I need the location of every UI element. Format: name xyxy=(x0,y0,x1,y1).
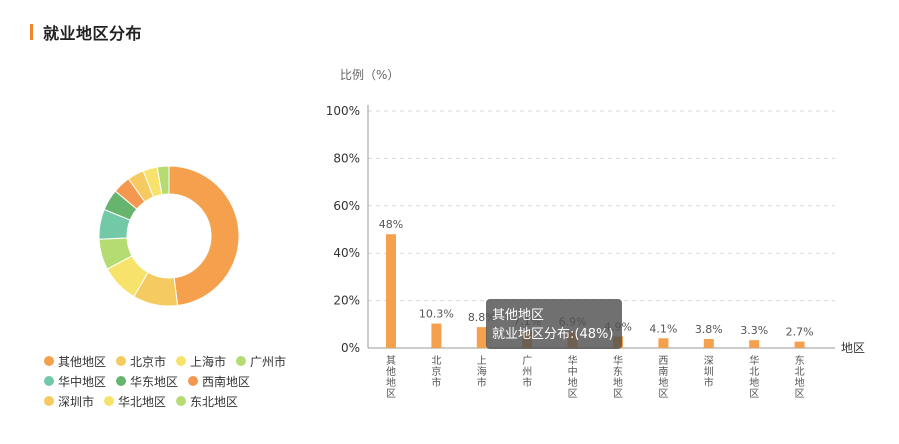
x-tick-label: 其他地区 xyxy=(386,355,396,400)
y-tick-label: 0% xyxy=(341,341,360,355)
legend-swatch xyxy=(236,356,247,366)
x-tick-label: 华东地区 xyxy=(613,354,623,400)
section-header: 就业地区分布 xyxy=(30,22,143,43)
bar[interactable] xyxy=(431,323,442,348)
title-accent-bar xyxy=(30,24,33,40)
legend-row: 华中地区 华东地区 西南地区 xyxy=(44,371,334,391)
legend-swatch xyxy=(44,396,54,406)
y-tick-label: 100% xyxy=(326,104,360,118)
legend-swatch xyxy=(176,396,187,406)
donut-legend: 其他地区 北京市 上海市 广州市华中地区 华东地区 西南地区深圳市 华北地区 东北地区 xyxy=(44,351,334,411)
legend-item[interactable]: 深圳市 xyxy=(44,393,94,410)
bar[interactable] xyxy=(658,338,669,348)
legend-item[interactable]: 其他地区 xyxy=(44,353,106,370)
x-tick-label: 东北地区 xyxy=(795,354,805,400)
x-tick-label: 上海市 xyxy=(477,355,487,389)
legend-label: 西南地区 xyxy=(202,374,251,389)
x-tick-label: 华中地区 xyxy=(568,354,578,400)
legend-item[interactable]: 北京市 xyxy=(116,353,166,370)
x-tick-label: 深圳市 xyxy=(704,355,714,389)
tooltip-value: 就业地区分布:(48%) xyxy=(492,327,614,342)
y-tick-label: 80% xyxy=(333,151,360,165)
legend-swatch xyxy=(176,356,187,366)
legend-item[interactable]: 广州市 xyxy=(236,353,286,370)
page-title: 就业地区分布 xyxy=(43,24,143,43)
x-tick-label: 广州市 xyxy=(522,355,532,389)
bar-data-label: 10.3% xyxy=(419,308,454,321)
donut-chart[interactable] xyxy=(94,161,244,311)
bar-data-label: 4.1% xyxy=(649,322,677,335)
legend-swatch xyxy=(116,356,127,366)
legend-label: 深圳市 xyxy=(58,394,95,409)
legend-label: 广州市 xyxy=(250,354,287,369)
bar-data-label: 48% xyxy=(379,218,403,231)
bar-data-label: 2.7% xyxy=(786,326,814,339)
x-axis-label: 地区 xyxy=(841,341,865,355)
legend-item[interactable]: 西南地区 xyxy=(188,373,250,390)
bar[interactable] xyxy=(794,341,805,348)
bar-data-label: 3.8% xyxy=(695,323,723,336)
legend-item[interactable]: 华北地区 xyxy=(104,393,166,410)
legend-label: 华北地区 xyxy=(118,394,167,409)
legend-label: 上海市 xyxy=(190,354,227,369)
bar-data-label: 3.3% xyxy=(740,324,768,337)
legend-item[interactable]: 华中地区 xyxy=(44,373,106,390)
legend-item[interactable]: 东北地区 xyxy=(176,393,238,410)
legend-label: 华东地区 xyxy=(130,374,179,389)
bar[interactable] xyxy=(703,338,714,348)
donut-slice[interactable] xyxy=(168,165,240,307)
y-tick-label: 40% xyxy=(333,246,360,260)
legend-label: 东北地区 xyxy=(190,394,239,409)
legend-swatch xyxy=(44,356,54,366)
legend-item[interactable]: 上海市 xyxy=(176,353,226,370)
y-axis-label: 比例（%） xyxy=(340,68,399,82)
x-tick-label: 北京市 xyxy=(431,355,441,389)
legend-row: 其他地区 北京市 上海市 广州市 xyxy=(44,351,334,371)
legend-row: 深圳市 华北地区 东北地区 xyxy=(44,391,334,411)
donut-slice[interactable] xyxy=(156,165,170,196)
tooltip-title: 其他地区 xyxy=(492,308,545,323)
y-tick-label: 20% xyxy=(333,294,360,308)
legend-label: 北京市 xyxy=(130,354,167,369)
legend-swatch xyxy=(104,396,115,406)
legend-label: 华中地区 xyxy=(58,374,107,389)
bar[interactable] xyxy=(749,340,760,348)
chart-tooltip: 其他地区 就业地区分布:(48%) xyxy=(486,299,622,349)
x-tick-label: 华北地区 xyxy=(749,354,759,400)
y-tick-label: 60% xyxy=(333,199,360,213)
bar[interactable] xyxy=(386,234,396,348)
bar[interactable] xyxy=(476,327,487,348)
legend-label: 其他地区 xyxy=(58,354,107,369)
legend-swatch xyxy=(44,376,54,386)
legend-item[interactable]: 华东地区 xyxy=(116,373,178,390)
bar-chart[interactable]: 比例（%） 0% 20% 40% 60% 80% 100% 地区 48% 其他地区 10.3% 北京市… xyxy=(320,60,880,440)
x-tick-label: 西南地区 xyxy=(658,356,668,400)
legend-swatch xyxy=(188,376,199,386)
legend-swatch xyxy=(116,376,127,386)
